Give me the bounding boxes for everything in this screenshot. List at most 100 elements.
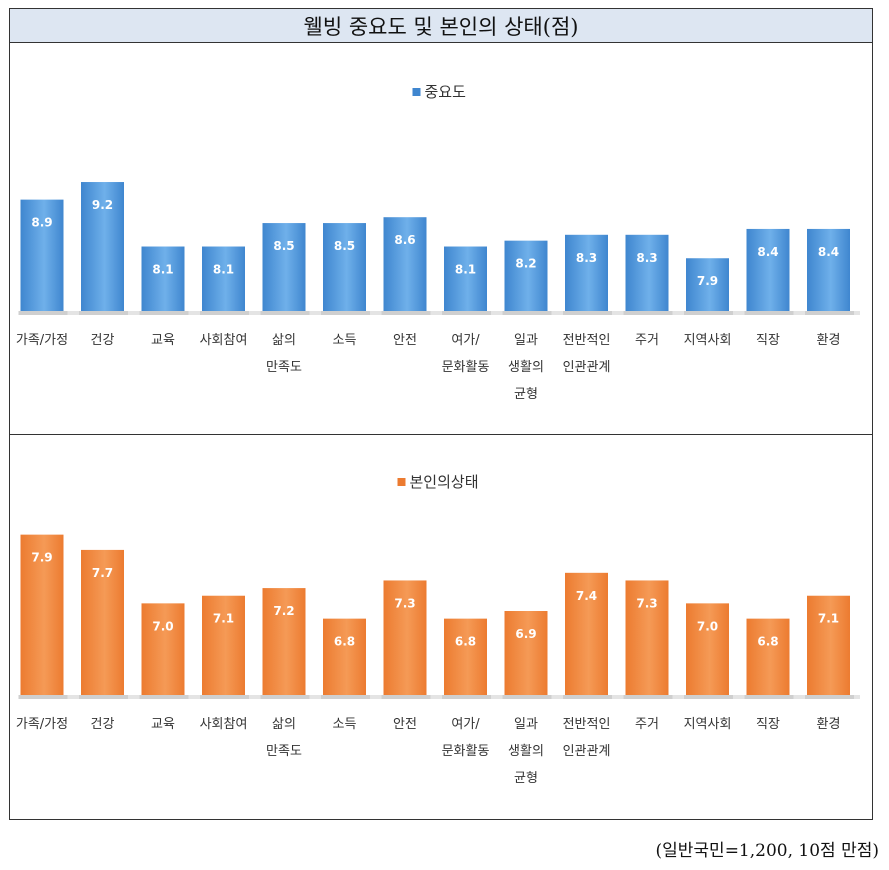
status-data-label: 7.3 (394, 596, 415, 610)
importance-category-label: 소득 (333, 333, 357, 348)
status-bar (323, 618, 366, 695)
importance-data-label: 7.9 (697, 274, 718, 288)
status-data-label: 7.0 (697, 619, 718, 633)
importance-bar (202, 246, 245, 311)
importance-category-label: 균형 (514, 387, 538, 402)
status-category-label: 가족/가정 (16, 717, 68, 732)
importance-category-label: 가족/가정 (16, 333, 68, 348)
status-bar (565, 572, 608, 695)
status-bar (81, 549, 124, 695)
status-bar (262, 588, 306, 695)
status-bar-shadow (563, 695, 612, 699)
status-data-label: 7.1 (213, 612, 234, 626)
status-category-label: 건강 (91, 717, 115, 732)
status-bar (807, 595, 850, 695)
status-data-label: 7.4 (576, 589, 597, 603)
importance-legend-swatch (412, 88, 421, 96)
importance-data-label: 8.3 (636, 251, 657, 265)
status-bar-shadow (321, 695, 370, 699)
importance-bar (323, 223, 366, 311)
status-bar-shadow (684, 695, 733, 699)
status-chart-panel: 본인의상태 7.9 가족/가정 7.7 건강 7.0 교육 7.1 사회참여 7.2 삶의 만족도 6.… (10, 435, 872, 820)
status-category-label: 여가/ (451, 717, 480, 732)
status-data-label: 7.0 (152, 619, 173, 633)
importance-category-label: 문화활동 (442, 360, 490, 375)
sample-note: (일반국민=1,200, 10점 만점) (655, 841, 880, 861)
importance-bar-shadow (502, 311, 552, 315)
importance-bar-shadow (805, 311, 854, 315)
importance-data-label: 8.3 (576, 251, 597, 265)
importance-bar (746, 228, 790, 311)
status-data-label: 7.2 (273, 604, 294, 618)
importance-category-label: 인관관계 (563, 360, 611, 375)
importance-bar-shadow (442, 311, 491, 315)
importance-bar (141, 246, 185, 311)
status-bar-shadow (18, 695, 68, 699)
status-bar-shadow (623, 695, 673, 699)
importance-bar (81, 182, 124, 311)
status-bar-shadow (200, 695, 249, 699)
importance-bar (444, 246, 487, 311)
importance-bar-shadow (684, 311, 733, 315)
status-category-label: 일과 (514, 717, 538, 732)
importance-data-label: 8.1 (455, 263, 476, 277)
status-bar-shadow (805, 695, 854, 699)
importance-category-label: 만족도 (266, 360, 302, 375)
status-bar-shadow (260, 695, 310, 699)
status-data-label: 6.8 (455, 635, 476, 649)
status-baseline (22, 695, 860, 699)
importance-chart-panel: 중요도 8.9 가족/가정 9.2 건강 8.1 교육 8.1 사회참여 8.5 삶의 만족도 8.5 소… (10, 43, 872, 435)
importance-legend: 중요도 (412, 83, 467, 101)
status-bar (504, 611, 548, 695)
status-legend-label: 본인의상태 (410, 473, 479, 491)
importance-bar (504, 240, 548, 311)
importance-bar-shadow (200, 311, 249, 315)
status-legend-swatch (397, 478, 406, 486)
importance-category-label: 건강 (91, 333, 115, 348)
status-data-label: 6.9 (515, 627, 536, 641)
importance-category-label: 생활의 (508, 360, 544, 375)
importance-legend-label: 중요도 (425, 83, 467, 101)
status-category-label: 생활의 (508, 744, 544, 759)
importance-bar-shadow (623, 311, 673, 315)
importance-data-label: 8.2 (515, 257, 536, 271)
chart-frame: 웰빙 중요도 및 본인의 상태(점) 중요도 8.9 가족/가정 9.2 건강 8.1 교육… (9, 8, 873, 820)
importance-data-label: 8.5 (334, 239, 355, 253)
importance-data-label: 8.4 (757, 245, 778, 259)
status-legend: 본인의상태 (397, 473, 479, 491)
status-bar-shadow (79, 695, 128, 699)
importance-category-label: 여가/ (451, 333, 480, 348)
importance-category-label: 안전 (393, 333, 417, 348)
status-bar (20, 534, 64, 695)
status-bar (746, 618, 790, 695)
importance-data-label: 8.9 (31, 216, 52, 230)
status-bar (141, 603, 185, 695)
status-data-label: 7.3 (636, 596, 657, 610)
importance-category-label: 직장 (756, 333, 780, 348)
status-category-label: 문화활동 (442, 744, 490, 759)
importance-category-label: 주거 (635, 333, 659, 348)
status-bar-shadow (442, 695, 491, 699)
status-category-label: 교육 (151, 717, 175, 732)
status-category-label: 사회참여 (200, 717, 248, 732)
status-bar (686, 603, 729, 695)
status-data-label: 6.8 (334, 635, 355, 649)
importance-category-label: 전반적인 (563, 333, 611, 348)
importance-bar (686, 258, 729, 311)
importance-baseline (22, 311, 860, 315)
status-bar (202, 595, 245, 695)
importance-bar (807, 228, 850, 311)
importance-data-label: 8.5 (273, 239, 294, 253)
importance-category-label: 교육 (151, 333, 175, 348)
importance-bar-shadow (18, 311, 68, 315)
importance-category-label: 삶의 (272, 333, 296, 348)
status-data-label: 7.9 (31, 551, 52, 565)
importance-data-label: 8.4 (818, 245, 839, 259)
status-category-label: 인관관계 (563, 744, 611, 759)
status-category-label: 삶의 (272, 717, 296, 732)
importance-data-label: 9.2 (92, 198, 113, 212)
importance-bar (383, 217, 427, 311)
importance-category-label: 일과 (514, 333, 538, 348)
page-title: 웰빙 중요도 및 본인의 상태(점) (10, 9, 872, 43)
